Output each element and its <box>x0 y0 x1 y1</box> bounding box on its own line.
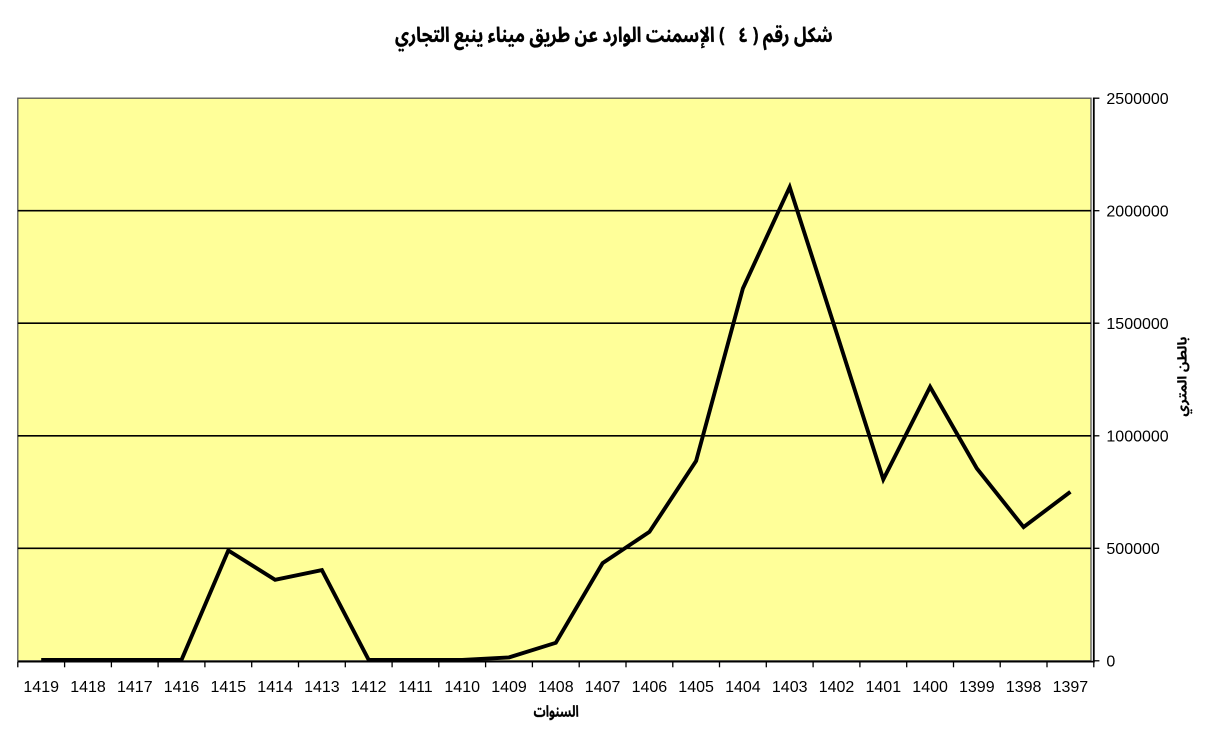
svg-text:1406: 1406 <box>632 679 668 696</box>
svg-text:1416: 1416 <box>164 679 200 696</box>
svg-text:1415: 1415 <box>211 679 247 696</box>
svg-text:1404: 1404 <box>725 679 761 696</box>
svg-text:1417: 1417 <box>117 679 153 696</box>
svg-text:1397: 1397 <box>1053 679 1089 696</box>
svg-text:1399: 1399 <box>959 679 995 696</box>
svg-text:1000000: 1000000 <box>1106 428 1168 445</box>
svg-text:1412: 1412 <box>351 679 387 696</box>
svg-text:1405: 1405 <box>678 679 714 696</box>
svg-text:0: 0 <box>1106 653 1115 670</box>
svg-text:1400: 1400 <box>912 679 948 696</box>
svg-text:2000000: 2000000 <box>1106 203 1168 220</box>
svg-text:1401: 1401 <box>866 679 902 696</box>
svg-text:1411: 1411 <box>398 679 433 696</box>
svg-text:1402: 1402 <box>819 679 855 696</box>
svg-text:1410: 1410 <box>444 679 480 696</box>
svg-text:1418: 1418 <box>70 679 106 696</box>
svg-text:1419: 1419 <box>23 679 59 696</box>
svg-text:1414: 1414 <box>257 679 293 696</box>
svg-text:1500000: 1500000 <box>1106 316 1168 333</box>
svg-text:1408: 1408 <box>538 679 574 696</box>
svg-text:2500000: 2500000 <box>1106 91 1168 108</box>
svg-text:500000: 500000 <box>1106 541 1159 558</box>
svg-text:1407: 1407 <box>585 679 621 696</box>
svg-text:1413: 1413 <box>304 679 340 696</box>
svg-text:1403: 1403 <box>772 679 808 696</box>
svg-text:1398: 1398 <box>1006 679 1042 696</box>
svg-text:1409: 1409 <box>491 679 527 696</box>
